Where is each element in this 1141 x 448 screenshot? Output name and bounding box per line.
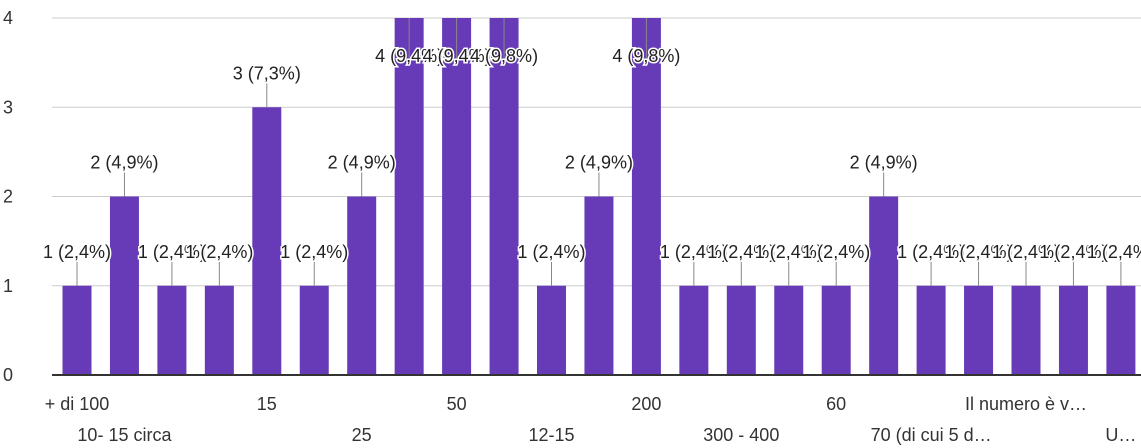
data-label: 1 (2,4%) — [1039, 242, 1107, 262]
x-tick-label: + di 100 — [45, 394, 110, 414]
bar[interactable] — [109, 196, 139, 376]
y-tick-label: 2 — [3, 187, 13, 207]
bar[interactable] — [204, 285, 234, 375]
bar[interactable] — [1058, 285, 1088, 375]
bar[interactable] — [252, 107, 282, 375]
y-tick-label: 0 — [3, 365, 13, 385]
bar[interactable] — [821, 285, 851, 375]
x-tick-label: 60 — [826, 394, 846, 414]
bar[interactable] — [584, 196, 614, 376]
data-label: 4 (9,4%) — [423, 46, 491, 66]
bar[interactable] — [394, 18, 424, 375]
y-tick-label: 4 — [3, 8, 13, 28]
data-label: 1 (2,4%) — [280, 242, 348, 262]
bars — [62, 18, 1136, 376]
data-label: 1 (2,4%) — [707, 242, 775, 262]
x-tick-label: 300 - 400 — [703, 425, 779, 445]
y-tick-label: 3 — [3, 97, 13, 117]
data-label: 2 (4,9%) — [565, 153, 633, 173]
data-label: 1 (2,4%) — [755, 242, 823, 262]
data-label: 2 (4,9%) — [90, 153, 158, 173]
x-tick-label: 50 — [447, 394, 467, 414]
data-label: 1 (2,4%) — [517, 242, 585, 262]
bar[interactable] — [726, 285, 756, 375]
bar[interactable] — [537, 285, 566, 375]
data-label: 2 (4,9%) — [328, 153, 396, 173]
data-label: 4 (9,8%) — [612, 46, 680, 66]
data-label: 1 (2,4%) — [1087, 242, 1141, 262]
y-axis: 0 1 2 3 4 — [3, 8, 13, 385]
data-label: 4 (9,8%) — [470, 46, 538, 66]
x-tick-label: 10- 15 circa — [77, 425, 172, 445]
bar[interactable] — [299, 285, 329, 375]
bar[interactable] — [916, 285, 946, 375]
x-tick-label: 15 — [257, 394, 277, 414]
x-tick-label: 200 — [631, 394, 661, 414]
data-labels: 1 (2,4%)2 (4,9%)1 (2,4%)1 (2,4%)3 (7,3%)… — [41, 18, 1141, 286]
data-label: 1 (2,4%) — [992, 242, 1060, 262]
x-tick-label: Il numero è v… — [965, 394, 1087, 414]
data-label: 1 (2,4%) — [185, 242, 253, 262]
bar[interactable] — [869, 196, 899, 376]
bar[interactable] — [442, 18, 472, 375]
x-tick-label: 70 (di cui 5 d… — [871, 425, 992, 445]
x-axis: + di 100 10- 15 circa 15 25 50 12-15 200 300 - … — [45, 394, 1137, 445]
bar[interactable] — [62, 285, 92, 375]
x-tick-label: 12-15 — [528, 425, 574, 445]
bar[interactable] — [157, 285, 187, 375]
bar[interactable] — [964, 285, 994, 375]
data-label: 1 (2,4%) — [945, 242, 1013, 262]
data-label: 1 (2,4%) — [802, 242, 870, 262]
bar[interactable] — [489, 18, 519, 375]
bar[interactable] — [631, 18, 661, 375]
x-tick-label: 25 — [352, 425, 372, 445]
data-label: 1 (2,4%) — [43, 242, 111, 262]
data-label: 2 (4,9%) — [850, 153, 918, 173]
data-label: 4 (9,4%) — [375, 46, 443, 66]
bar[interactable] — [1011, 285, 1041, 375]
data-label: 1 (2,4%) — [138, 242, 206, 262]
bar[interactable] — [679, 285, 709, 375]
data-label: 1 (2,4%) — [897, 242, 965, 262]
data-label: 1 (2,4%) — [660, 242, 728, 262]
x-tick-label: U… — [1105, 425, 1136, 445]
y-tick-label: 1 — [3, 276, 13, 296]
bar[interactable] — [774, 285, 804, 375]
bar[interactable] — [347, 196, 377, 376]
bar[interactable] — [1106, 285, 1136, 375]
data-label: 3 (7,3%) — [233, 63, 301, 83]
